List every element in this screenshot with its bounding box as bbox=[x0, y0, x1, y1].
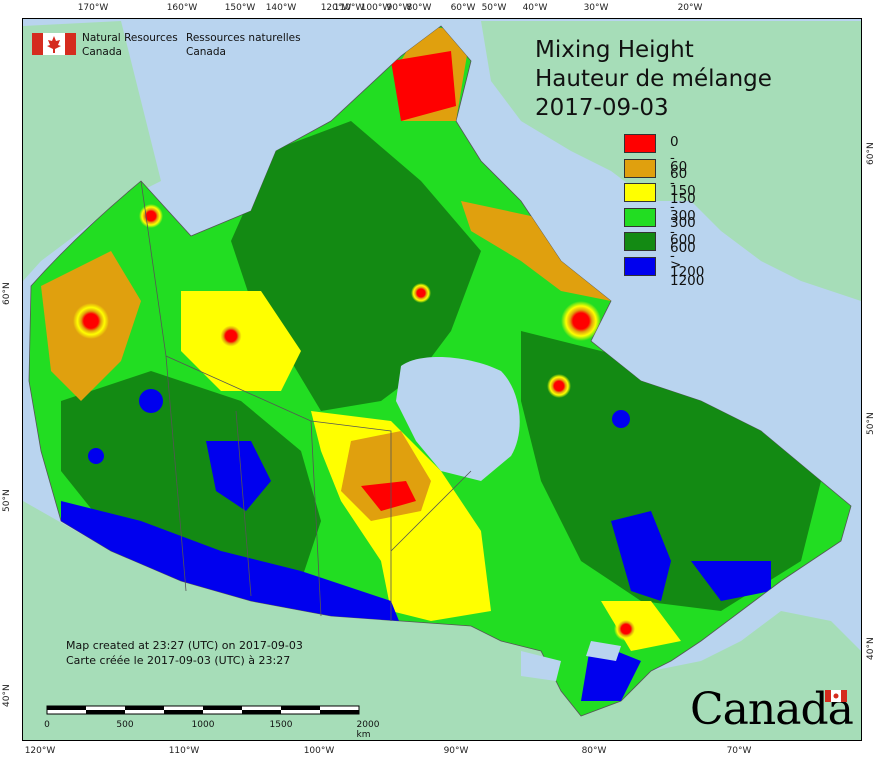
credit-en: Map created at 23:27 (UTC) on 2017-09-03 bbox=[66, 639, 303, 652]
graticule-label: 120°W bbox=[24, 746, 56, 756]
scale-label: 1000 bbox=[191, 720, 215, 730]
usa bbox=[23, 501, 861, 740]
legend-swatch bbox=[624, 232, 656, 251]
legend-swatch bbox=[624, 256, 656, 276]
graticule-label: 140°W bbox=[265, 3, 297, 13]
mixing-height-field bbox=[41, 26, 821, 701]
graticule-label: 60°N bbox=[2, 282, 12, 305]
graticule-label: 70°W bbox=[726, 746, 752, 756]
graticule-label: 50°N bbox=[866, 412, 876, 435]
graticule-label: 110°W bbox=[168, 746, 200, 756]
lake bbox=[586, 641, 621, 661]
graticule-label: 80°W bbox=[581, 746, 607, 756]
alaska bbox=[23, 21, 161, 281]
graticule-label: 120°W bbox=[320, 3, 352, 13]
legend-swatch bbox=[624, 207, 656, 227]
provincial-borders bbox=[140, 180, 472, 621]
legend-label: 60 - 150 bbox=[670, 158, 696, 207]
graticule-label: 60°W bbox=[450, 3, 476, 13]
greenland bbox=[481, 21, 861, 301]
graticule-label: 30°W bbox=[583, 3, 609, 13]
legend-label: 600 - 1200 bbox=[670, 232, 705, 280]
hudson-bay bbox=[396, 356, 520, 481]
agency-name-en: Natural Resources Canada bbox=[82, 32, 178, 58]
legend-label: > 1200 bbox=[670, 256, 705, 289]
agency-name-fr: Ressources naturelles Canada bbox=[186, 32, 301, 58]
graticule-label: 160°W bbox=[166, 3, 198, 13]
graticule-label: 110°W bbox=[333, 3, 365, 13]
graticule-label: 90°W bbox=[443, 746, 469, 756]
lake bbox=[521, 651, 561, 681]
map-credit: Map created at 23:27 (UTC) on 2017-09-03… bbox=[66, 638, 303, 668]
graticule-label: 90°W bbox=[386, 3, 412, 13]
graticule-label: 100°W bbox=[303, 746, 335, 756]
scale-bar-graphic bbox=[46, 705, 360, 715]
graticule-label: 50°W bbox=[481, 3, 507, 13]
graticule-label: 80°W bbox=[406, 3, 432, 13]
graticule-label: 40°W bbox=[522, 3, 548, 13]
scale-label: 500 bbox=[116, 720, 134, 730]
canada-flag-icon bbox=[32, 33, 76, 55]
legend-label: 0 - 60 bbox=[670, 134, 688, 182]
legend-swatch bbox=[624, 134, 656, 153]
map-date: 2017-09-03 bbox=[535, 95, 669, 121]
scale-label: 0 bbox=[44, 720, 50, 730]
credit-fr: Carte créée le 2017-09-03 (UTC) à 23:27 bbox=[66, 654, 291, 667]
legend-swatch bbox=[624, 183, 656, 202]
graticule-label: 150°W bbox=[224, 3, 256, 13]
wordmark-flag-icon bbox=[825, 690, 847, 702]
graticule-label: 40°N bbox=[2, 684, 12, 707]
scale-label: 1500 bbox=[269, 720, 293, 730]
legend-label: 300 - 600 bbox=[670, 207, 696, 256]
graticule-label: 100°W bbox=[360, 3, 392, 13]
map-canvas bbox=[23, 19, 861, 740]
map-title: Mixing Height Hauteur de mélange 2017-09… bbox=[535, 36, 772, 123]
graticule-label: 40°N bbox=[866, 637, 876, 660]
title-fr: Hauteur de mélange bbox=[535, 66, 772, 92]
graticule-label: 60°N bbox=[866, 142, 876, 165]
scale-bar: 0 500 1000 1500 2000 km bbox=[44, 703, 379, 740]
graticule-label: 20°W bbox=[677, 3, 703, 13]
scale-label: 2000 km bbox=[356, 720, 380, 740]
graticule-label: 170°W bbox=[77, 3, 109, 13]
graticule-label: 50°N bbox=[2, 489, 12, 512]
legend-swatch bbox=[624, 158, 656, 178]
legend-label: 150 - 300 bbox=[670, 183, 696, 231]
title-en: Mixing Height bbox=[535, 37, 694, 63]
map-frame bbox=[22, 18, 862, 741]
